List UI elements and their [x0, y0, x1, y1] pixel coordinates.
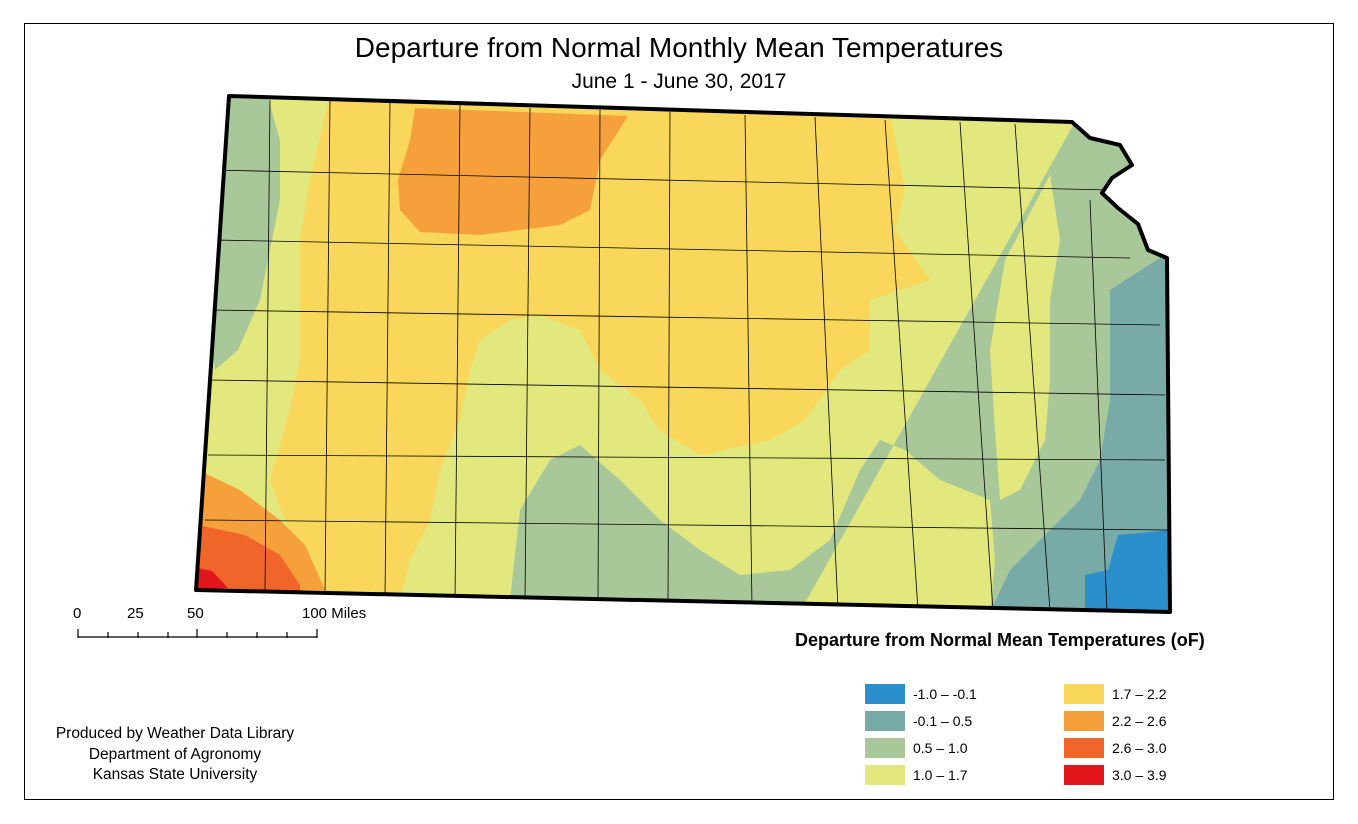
legend-item: 2.2 – 2.6	[1064, 711, 1167, 731]
legend-swatch	[1064, 684, 1104, 704]
scale-label-50: 50	[187, 605, 204, 622]
zone-teal-southeast	[990, 250, 1170, 612]
legend-item: 1.7 – 2.2	[1064, 684, 1167, 704]
zone-red-orange-southwest	[198, 525, 300, 595]
credits-line-2: Department of Agronomy	[88, 745, 262, 763]
temperature-zones	[196, 96, 1170, 612]
legend-swatch	[865, 765, 905, 785]
zone-blue-southeast	[1085, 530, 1170, 612]
legend-swatch	[865, 684, 905, 704]
legend-item: -0.1 – 0.5	[865, 711, 972, 731]
zone-red-southwest-corner	[198, 568, 228, 590]
scale-label-100-miles: 100 Miles	[302, 605, 367, 622]
legend-label: 1.7 – 2.2	[1112, 686, 1167, 702]
scale-bar	[77, 629, 318, 638]
map-subtitle: June 1 - June 30, 2017	[571, 70, 787, 93]
legend-label: -0.1 – 0.5	[913, 713, 973, 729]
credits: Produced by Weather Data Library Departm…	[30, 724, 320, 786]
legend-swatch	[1064, 711, 1104, 731]
legend-swatch	[1064, 765, 1104, 785]
legend-item: 0.5 – 1.0	[865, 738, 968, 758]
legend-label: 2.2 – 2.6	[1112, 713, 1167, 729]
credits-line-1: Produced by Weather Data Library	[55, 725, 295, 742]
kansas-state-outline	[194, 94, 1172, 614]
county-boundaries	[204, 99, 1169, 612]
legend-swatch	[865, 711, 905, 731]
scale-label-0: 0	[73, 605, 82, 622]
legend-item: 3.0 – 3.9	[1064, 765, 1167, 785]
map-title: Departure from Normal Monthly Mean Tempe…	[354, 32, 1004, 63]
legend-item: -1.0 – -0.1	[865, 684, 977, 704]
scale-label-25: 25	[127, 605, 144, 622]
legend-label: 1.0 – 1.7	[913, 767, 968, 783]
legend-item: 1.0 – 1.7	[865, 765, 968, 785]
legend-label: -1.0 – -0.1	[913, 686, 977, 702]
map-frame	[24, 23, 1334, 800]
legend-label: 3.0 – 3.9	[1112, 767, 1167, 783]
legend-swatch	[1064, 738, 1104, 758]
legend-title: Departure from Normal Mean Temperatures …	[795, 630, 1205, 650]
legend-label: 2.6 – 3.0	[1112, 740, 1167, 756]
zone-orange-northwest	[398, 108, 628, 235]
legend-item: 2.6 – 3.0	[1064, 738, 1167, 758]
legend-label: 0.5 – 1.0	[913, 740, 968, 756]
legend-swatch	[865, 738, 905, 758]
credits-line-3: Kansas State University	[92, 766, 258, 783]
